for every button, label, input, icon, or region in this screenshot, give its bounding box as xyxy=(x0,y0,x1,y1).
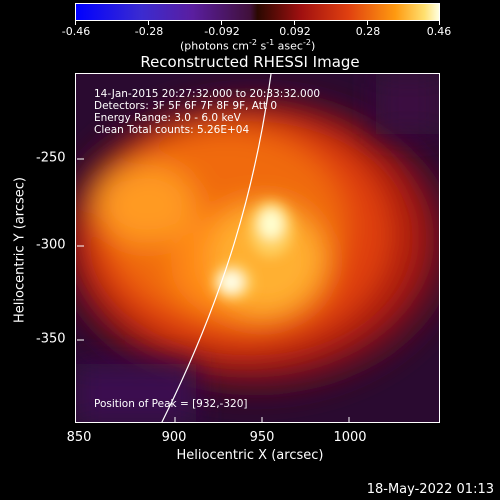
colorbar-tick-label: -0.46 xyxy=(61,25,91,38)
plot-title: Reconstructed RHESSI Image xyxy=(140,53,360,71)
clean-counts: Clean Total counts: 5.26E+04 xyxy=(94,124,250,136)
colorbar-tick-label: -0.28 xyxy=(134,25,164,38)
x-tick-label: 950 xyxy=(249,430,275,445)
detectors: Detectors: 3F 5F 6F 7F 8F 9F, Att 0 xyxy=(94,100,278,112)
colorbar-tick-label: -0.092 xyxy=(204,25,240,38)
peak-position: Position of Peak = [932,-320] xyxy=(94,398,248,410)
timestamp: 18-May-2022 01:13 xyxy=(366,482,494,497)
x-tick-label: 900 xyxy=(161,430,187,445)
solar-limb-line xyxy=(161,74,272,422)
colorbar-tick-label: 0.46 xyxy=(426,25,452,38)
energy-range: Energy Range: 3.0 - 6.0 keV xyxy=(94,112,241,124)
colorbar-tick-label: 0.28 xyxy=(355,25,381,38)
colorbar xyxy=(75,3,440,21)
colorbar-units: (photons cm-2 s-1 asec-2) xyxy=(180,38,316,53)
rhessi-image xyxy=(75,73,440,423)
time-range: 14-Jan-2015 20:27:32.000 to 20:33:32.000 xyxy=(94,88,321,100)
x-tick-label: 850 xyxy=(66,430,92,445)
x-tick-label: 1000 xyxy=(333,430,367,445)
y-tick-label: -350 xyxy=(36,331,66,347)
colorbar-tick-label: 0.092 xyxy=(279,25,311,38)
y-tick-label: -300 xyxy=(36,237,66,253)
y-tick-label: -250 xyxy=(36,150,66,166)
y-axis-title: Heliocentric Y (arcsec) xyxy=(12,177,28,323)
rhessi-image-svg xyxy=(76,74,439,422)
x-axis-title: Heliocentric X (arcsec) xyxy=(176,448,324,463)
